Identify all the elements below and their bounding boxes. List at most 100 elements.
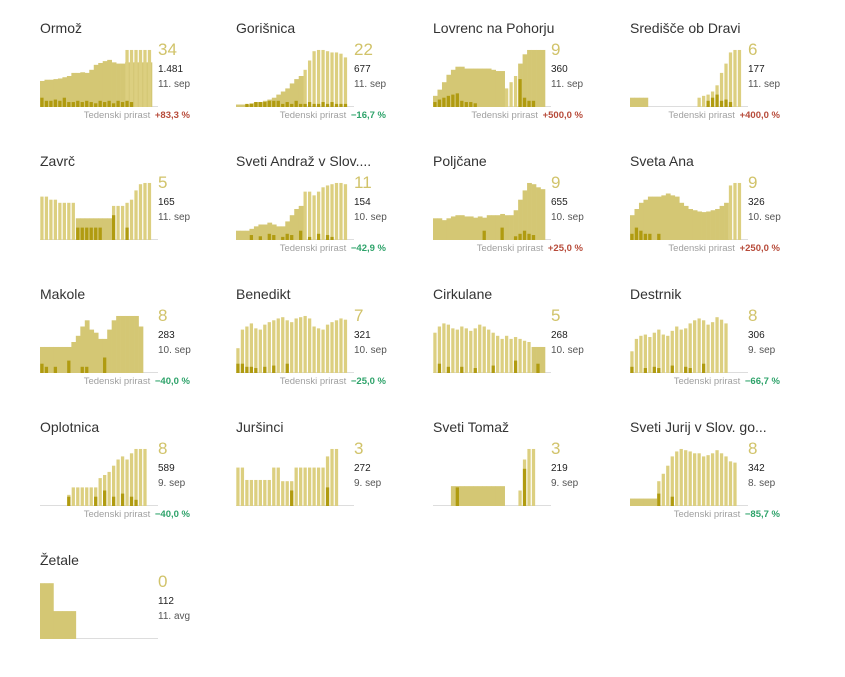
area-segment	[111, 320, 117, 373]
daily-bar	[94, 487, 98, 506]
area-segment	[536, 346, 541, 373]
last-update-date: 10. sep	[354, 212, 387, 223]
area-segment	[719, 205, 725, 240]
total-cases-value: 112	[158, 596, 174, 607]
new-cases-bar	[728, 102, 733, 107]
daily-bar	[491, 332, 495, 373]
municipality-name: Središče ob Dravi	[630, 20, 741, 36]
daily-bar	[339, 182, 343, 240]
new-cases-bar	[710, 97, 715, 107]
area-segment	[540, 49, 546, 107]
area-segment	[643, 498, 649, 506]
new-cases-bar	[62, 97, 66, 107]
area-segment	[670, 195, 676, 240]
sparkline-chart	[40, 49, 158, 107]
area-segment	[441, 82, 447, 107]
new-cases-bar	[281, 236, 285, 240]
area-segment	[40, 583, 45, 639]
daily-bar	[125, 49, 129, 107]
area-segment	[80, 72, 86, 107]
daily-bar	[107, 471, 111, 506]
area-segment	[66, 611, 72, 639]
daily-bar	[89, 487, 93, 506]
new-cases-bar	[321, 102, 325, 107]
municipality-tile-4[interactable]: Središče ob Dravi 6 177 11. sep Tedenski…	[630, 20, 820, 145]
municipality-tile-13[interactable]: Oplotnica 8 589 9. sep Tedenski prirast …	[40, 419, 230, 544]
daily-bar	[446, 324, 451, 373]
area-segment	[446, 218, 452, 240]
area-segment	[491, 215, 497, 240]
daily-bar	[62, 202, 66, 240]
daily-bar	[451, 328, 455, 373]
daily-bar	[249, 323, 254, 373]
area-segment	[120, 315, 126, 373]
municipality-tile-17[interactable]: Žetale 0 112 11. avg	[40, 552, 230, 677]
municipality-name: Poljčane	[433, 153, 487, 169]
daily-bar	[719, 319, 724, 373]
new-cases-bar	[307, 102, 312, 107]
weekly-growth-label: Tedenski prirast	[668, 110, 735, 121]
last-update-date: 10. sep	[158, 345, 191, 356]
daily-bar	[312, 326, 316, 373]
daily-bar	[312, 195, 316, 240]
daily-bar	[254, 479, 258, 506]
daily-bar	[688, 451, 692, 506]
municipality-tile-8[interactable]: Sveta Ana 9 326 10. sep Tedenski prirast…	[630, 153, 820, 278]
municipality-tile-5[interactable]: Zavrč 5 165 11. sep	[40, 153, 230, 278]
area-segment	[48, 79, 54, 107]
daily-bar	[276, 318, 280, 373]
daily-bar	[684, 450, 688, 506]
new-cases-bar	[111, 496, 116, 506]
municipality-tile-11[interactable]: Cirkulane 5 268 10. sep	[433, 286, 623, 411]
municipality-tile-12[interactable]: Destrnik 8 306 9. sep Tedenski prirast −…	[630, 286, 820, 411]
new-cases-bar	[80, 102, 84, 107]
active-cases-value: 5	[158, 173, 168, 192]
daily-bar	[728, 461, 733, 506]
area-segment	[93, 64, 99, 107]
weekly-growth-label: Tedenski prirast	[673, 509, 741, 520]
area-segment	[455, 66, 461, 107]
sparkline-chart	[236, 448, 354, 506]
area-segment	[450, 69, 456, 107]
new-cases-bar	[85, 366, 89, 373]
area-segment	[710, 210, 716, 240]
municipality-tile-6[interactable]: Sveti Andraž v Slov.... 11 154 10. sep T…	[236, 153, 426, 278]
daily-bar	[701, 320, 706, 373]
area-segment	[75, 72, 81, 107]
daily-bar	[299, 317, 303, 373]
daily-bar	[321, 467, 325, 506]
new-cases-bar	[98, 100, 102, 107]
daily-bar	[733, 49, 737, 107]
new-cases-bar	[267, 100, 271, 107]
municipality-tile-1[interactable]: Ormož 34 1.481 11. sep Tedenski prirast …	[40, 20, 230, 145]
sparkline-chart	[630, 49, 748, 107]
active-cases-value: 9	[551, 173, 561, 192]
total-cases-value: 219	[551, 463, 568, 474]
area-segment	[129, 315, 135, 373]
last-update-date: 10. sep	[551, 345, 584, 356]
daily-bar	[272, 320, 276, 373]
daily-bar	[675, 326, 679, 373]
weekly-growth-value: +83,3 %	[154, 110, 190, 121]
area-segment	[441, 220, 447, 240]
municipality-tile-10[interactable]: Benedikt 7 321 10. sep Tedenski prirast …	[236, 286, 426, 411]
municipality-name: Benedikt	[236, 286, 291, 302]
area-segment	[643, 97, 649, 107]
municipality-name: Makole	[40, 286, 86, 302]
municipality-tile-7[interactable]: Poljčane 9 655 10. sep Tedenski prirast …	[433, 153, 623, 278]
municipality-tile-2[interactable]: Gorišnica 22 677 11. sep Tedenski priras…	[236, 20, 426, 145]
daily-bar	[307, 318, 312, 373]
municipality-tile-14[interactable]: Juršinci 3 272 9. sep	[236, 419, 426, 544]
municipality-tile-15[interactable]: Sveti Tomaž 3 219 9. sep	[433, 419, 623, 544]
daily-bar	[666, 335, 670, 373]
new-cases-bar	[125, 100, 129, 107]
daily-bar	[138, 448, 143, 506]
municipality-tile-3[interactable]: Lovrenc na Pohorju 9 360 11. sep Tedensk…	[433, 20, 623, 145]
municipality-tile-16[interactable]: Sveti Jurij v Slov. go... 8 342 8. sep T…	[630, 419, 820, 544]
total-cases-value: 342	[748, 463, 765, 474]
total-cases-value: 326	[748, 197, 765, 208]
weekly-growth-value: −66,7 %	[744, 376, 780, 387]
last-update-date: 10. sep	[354, 345, 387, 356]
new-cases-bar	[53, 366, 58, 373]
municipality-tile-9[interactable]: Makole 8 283 10. sep Tedenski prirast −4…	[40, 286, 230, 411]
